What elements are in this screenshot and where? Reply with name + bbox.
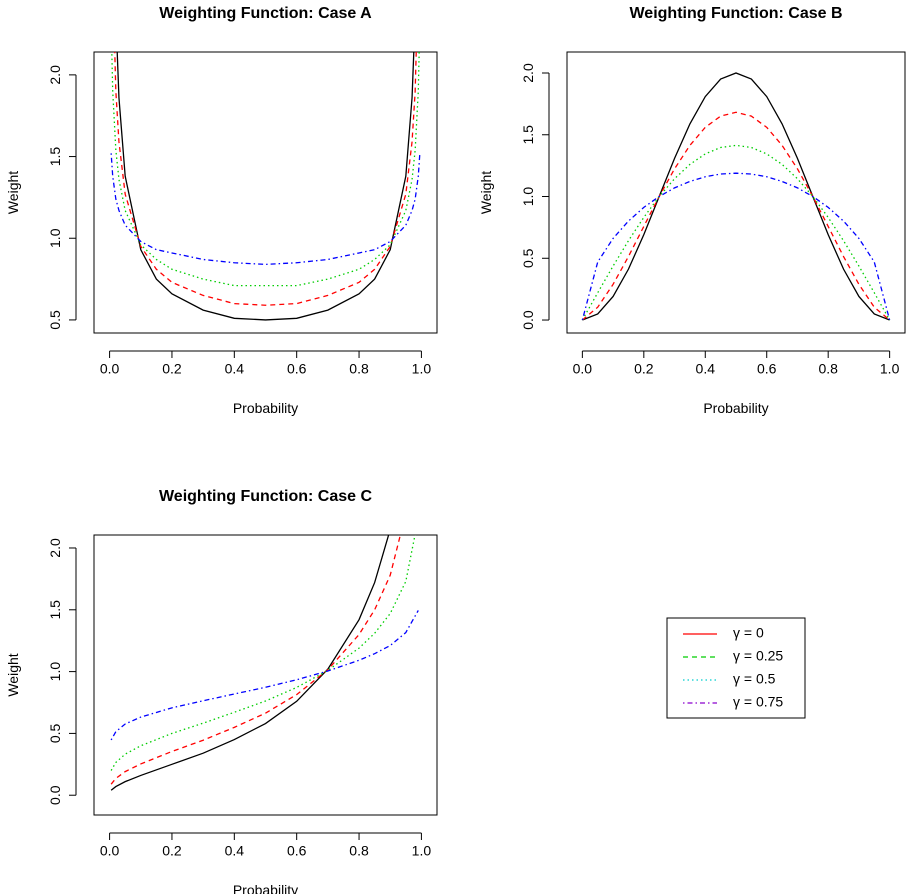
y-tick-label: 1.5 bbox=[520, 125, 536, 145]
chart-title: Weighting Function: Case B bbox=[629, 5, 842, 22]
curve bbox=[581, 111, 891, 321]
curve bbox=[111, 52, 420, 287]
curve bbox=[116, 52, 415, 321]
curve bbox=[110, 535, 402, 785]
y-tick-label: 2.0 bbox=[520, 63, 536, 83]
y-axis-label: Weight bbox=[5, 653, 21, 696]
plot-area bbox=[110, 52, 421, 321]
plot-frame bbox=[93, 51, 438, 334]
plot-frame bbox=[566, 51, 906, 334]
y-tick-label: 1.0 bbox=[47, 228, 63, 248]
plot-area bbox=[581, 72, 891, 321]
x-tick-label: 1.0 bbox=[412, 361, 432, 377]
y-tick-label: 1.5 bbox=[47, 600, 63, 620]
legend-box bbox=[666, 617, 806, 719]
x-tick-label: 0.0 bbox=[100, 361, 120, 377]
x-tick-label: 0.2 bbox=[162, 361, 182, 377]
x-tick-label: 0.8 bbox=[349, 843, 369, 859]
y-tick-label: 0.0 bbox=[47, 785, 63, 805]
legend-label: γ = 0.5 bbox=[733, 671, 776, 687]
legend-label: γ = 0.25 bbox=[733, 648, 783, 664]
x-tick-label: 0.2 bbox=[634, 361, 654, 377]
x-tick-label: 0.4 bbox=[696, 361, 716, 377]
plot-area bbox=[110, 535, 419, 791]
x-axis-label: Probability bbox=[703, 400, 768, 416]
y-tick-label: 1.0 bbox=[47, 662, 63, 682]
y-tick-label: 1.5 bbox=[47, 147, 63, 167]
chart-title: Weighting Function: Case C bbox=[159, 488, 372, 505]
y-tick-label: 2.0 bbox=[47, 65, 63, 85]
x-tick-label: 0.8 bbox=[349, 361, 369, 377]
curve bbox=[581, 172, 891, 321]
y-tick-label: 0.5 bbox=[47, 310, 63, 330]
curve bbox=[581, 144, 891, 321]
y-tick-label: 0.0 bbox=[520, 310, 536, 330]
chart-title: Weighting Function: Case A bbox=[159, 5, 372, 22]
y-tick-label: 0.5 bbox=[520, 248, 536, 268]
x-tick-label: 0.2 bbox=[162, 843, 182, 859]
y-axis-label: Weight bbox=[5, 171, 21, 214]
x-tick-label: 1.0 bbox=[412, 843, 432, 859]
x-tick-label: 0.0 bbox=[100, 843, 120, 859]
curve bbox=[110, 535, 416, 771]
y-axis-label: Weight bbox=[478, 171, 494, 214]
legend-label: γ = 0 bbox=[733, 625, 764, 641]
curve bbox=[110, 610, 419, 741]
x-axis-label: Probability bbox=[233, 882, 298, 894]
x-axis-label: Probability bbox=[233, 400, 298, 416]
curve bbox=[114, 52, 417, 306]
x-tick-label: 0.6 bbox=[287, 361, 307, 377]
x-tick-label: 0.4 bbox=[225, 843, 245, 859]
y-tick-label: 0.5 bbox=[47, 723, 63, 743]
curve bbox=[582, 72, 890, 321]
curve bbox=[110, 535, 390, 791]
x-tick-label: 0.6 bbox=[287, 843, 307, 859]
x-tick-label: 0.8 bbox=[818, 361, 838, 377]
y-tick-label: 2.0 bbox=[47, 538, 63, 558]
legend-label: γ = 0.75 bbox=[733, 694, 783, 710]
curve bbox=[110, 153, 421, 266]
plot-frame bbox=[93, 534, 438, 816]
x-tick-label: 1.0 bbox=[880, 361, 900, 377]
x-tick-label: 0.4 bbox=[225, 361, 245, 377]
x-tick-label: 0.0 bbox=[573, 361, 593, 377]
y-tick-label: 1.0 bbox=[520, 187, 536, 207]
x-tick-label: 0.6 bbox=[757, 361, 777, 377]
